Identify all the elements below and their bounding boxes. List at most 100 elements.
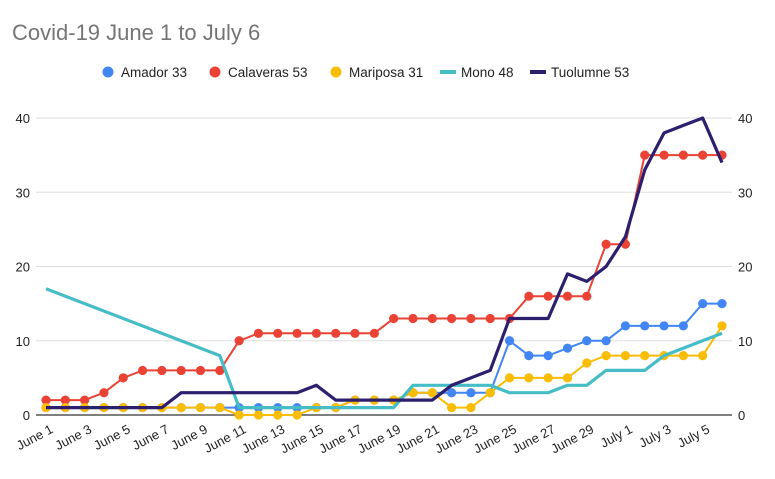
data-point-amador — [504, 336, 515, 346]
data-point-calaveras — [234, 336, 244, 346]
data-point-mariposa — [176, 402, 186, 413]
data-point-mariposa — [582, 358, 592, 368]
data-point-amador — [447, 388, 457, 398]
data-point-calaveras — [466, 313, 476, 324]
data-point-mariposa — [273, 410, 283, 420]
data-point-calaveras — [176, 365, 186, 376]
data-point-calaveras — [99, 388, 109, 398]
data-point-mariposa — [620, 351, 631, 361]
data-point-calaveras — [698, 150, 708, 160]
data-point-calaveras — [582, 291, 592, 301]
data-point-calaveras — [195, 365, 206, 376]
x-tick-label: June 25 — [471, 421, 519, 456]
data-point-amador — [717, 299, 727, 309]
data-point-calaveras — [80, 395, 90, 405]
data-point-amador — [678, 321, 688, 331]
legend-item-calaveras: Calaveras 53 — [209, 65, 308, 80]
data-point-calaveras — [60, 395, 70, 405]
legend-marker — [102, 66, 114, 78]
data-point-mariposa — [195, 402, 206, 413]
data-point-calaveras — [601, 239, 611, 249]
data-point-calaveras — [678, 150, 688, 160]
data-point-mariposa — [601, 351, 611, 361]
data-point-calaveras — [311, 328, 321, 338]
data-point-amador — [562, 343, 573, 353]
y-tick-label-left: 30 — [16, 185, 30, 200]
legend-label: Amador 33 — [121, 65, 187, 80]
data-point-amador — [620, 321, 631, 331]
data-point-amador — [582, 336, 592, 346]
legend-marker — [209, 66, 221, 78]
data-point-calaveras — [562, 291, 573, 301]
y-tick-label-right: 0 — [738, 408, 745, 423]
data-point-amador — [659, 321, 669, 331]
x-tick-label: June 23 — [432, 421, 480, 456]
legend-label: Mono 48 — [461, 65, 514, 80]
data-point-amador — [640, 321, 650, 331]
data-point-mariposa — [717, 321, 727, 331]
data-point-calaveras — [408, 313, 418, 324]
legend-label: Tuolumne 53 — [551, 65, 629, 80]
x-tick-label: June 3 — [53, 421, 95, 453]
y-tick-label-left: 40 — [16, 111, 30, 126]
data-point-calaveras — [331, 328, 341, 338]
x-tick-label: June 21 — [394, 421, 442, 456]
x-tick-label: June 19 — [355, 421, 403, 456]
series-layer — [41, 116, 727, 420]
data-point-mariposa — [292, 410, 302, 420]
legend-item-tuolumne: Tuolumne 53 — [530, 65, 629, 80]
x-tick-label: June 5 — [91, 421, 133, 453]
data-point-amador — [698, 299, 708, 309]
data-point-calaveras — [157, 365, 167, 376]
grid-layer — [36, 117, 732, 416]
data-point-amador — [543, 351, 553, 361]
data-point-mariposa — [524, 373, 534, 383]
data-point-calaveras — [215, 365, 225, 376]
legend-marker — [330, 66, 342, 78]
x-tick-label: June 13 — [239, 421, 287, 456]
data-point-calaveras — [389, 313, 399, 324]
data-point-mariposa — [447, 402, 457, 413]
x-tick-label: June 27 — [510, 421, 558, 456]
y-tick-label-right: 20 — [738, 260, 752, 275]
data-point-calaveras — [640, 150, 650, 160]
series-line-tuolumne — [46, 116, 724, 410]
data-point-amador — [466, 388, 476, 398]
legend-marker — [440, 70, 456, 74]
data-point-calaveras — [41, 395, 51, 405]
x-tick-label: July 1 — [598, 421, 635, 450]
data-point-calaveras — [350, 328, 360, 338]
data-point-calaveras — [427, 313, 437, 324]
y-tick-label-right: 10 — [738, 334, 752, 349]
data-point-mariposa — [504, 373, 515, 383]
data-point-calaveras — [659, 150, 669, 160]
data-point-calaveras — [118, 373, 128, 383]
legend-item-mariposa: Mariposa 31 — [330, 65, 423, 80]
data-point-calaveras — [485, 313, 495, 324]
legend-item-amador: Amador 33 — [102, 65, 187, 80]
data-point-calaveras — [543, 291, 553, 301]
data-point-calaveras — [447, 313, 457, 324]
data-point-calaveras — [524, 291, 534, 301]
data-point-calaveras — [253, 328, 264, 338]
data-point-calaveras — [292, 328, 302, 338]
y-tick-label-right: 30 — [738, 185, 752, 200]
data-point-calaveras — [137, 365, 148, 376]
x-tick-label: June 1 — [14, 421, 56, 453]
y-tick-label-left: 20 — [16, 260, 30, 275]
data-point-mariposa — [427, 388, 437, 398]
data-point-mariposa — [215, 402, 225, 413]
y-tick-label-left: 0 — [23, 408, 30, 423]
data-point-amador — [524, 351, 534, 361]
data-point-mariposa — [640, 351, 650, 361]
legend-item-mono: Mono 48 — [440, 65, 514, 80]
data-point-amador — [601, 336, 611, 346]
x-tick-label: June 11 — [202, 421, 249, 456]
data-point-mariposa — [253, 410, 264, 420]
legend-marker — [530, 70, 546, 74]
x-tick-label: June 7 — [130, 421, 172, 453]
x-tick-label: June 29 — [548, 421, 596, 456]
x-tick-label: June 17 — [317, 421, 365, 456]
